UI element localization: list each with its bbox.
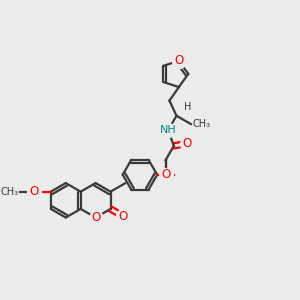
Text: O: O (91, 211, 100, 224)
Text: O: O (174, 54, 183, 67)
Text: O: O (182, 137, 192, 150)
Text: CH₃: CH₃ (0, 187, 19, 197)
Text: O: O (118, 209, 128, 223)
Text: O: O (161, 168, 170, 181)
Text: CH₃: CH₃ (192, 119, 211, 129)
Text: NH: NH (160, 125, 176, 135)
Text: H: H (184, 102, 192, 112)
Text: O: O (29, 185, 39, 198)
